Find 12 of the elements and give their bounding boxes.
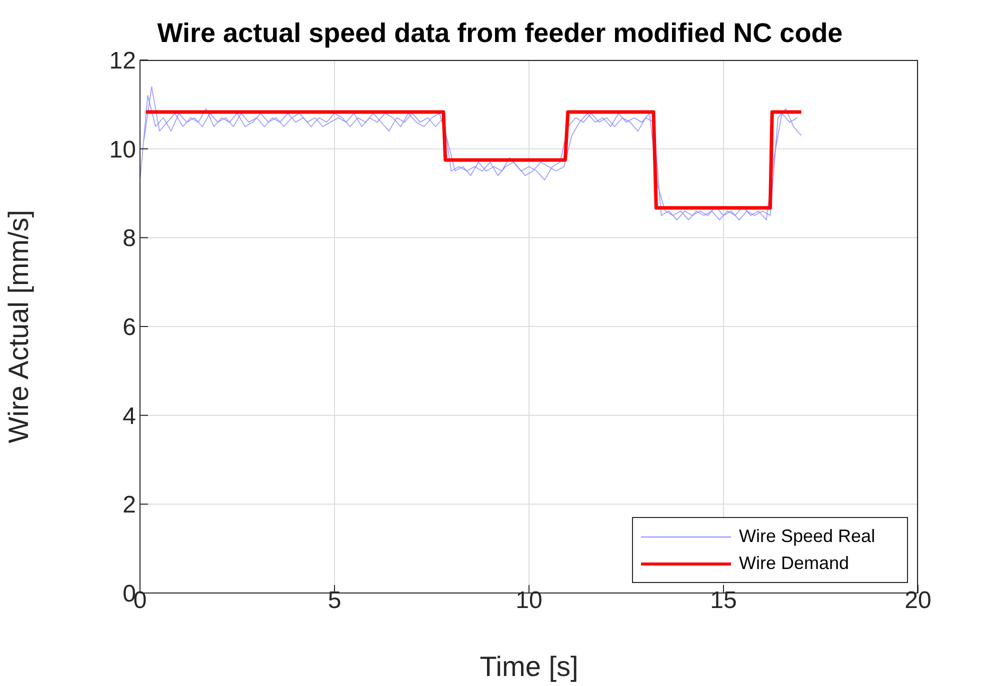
legend-label: Wire Demand: [739, 553, 850, 574]
chart-title: Wire actual speed data from feeder modified NC code: [156, 18, 844, 49]
y-tick-label: 12: [109, 48, 136, 75]
x-axis-title: Time [s]: [480, 651, 578, 682]
y-tick-label: 10: [109, 136, 136, 164]
y-tick-label: 2: [122, 492, 136, 519]
y-tick-label: 8: [122, 225, 136, 252]
y-tick-label: 6: [122, 314, 136, 342]
y-tick-label: 4: [122, 402, 136, 430]
x-tick-label: 20: [904, 587, 932, 614]
legend-label: Wire Speed Real: [739, 526, 876, 547]
y-axis-title: Wire Actual [mm/s]: [2, 210, 34, 444]
